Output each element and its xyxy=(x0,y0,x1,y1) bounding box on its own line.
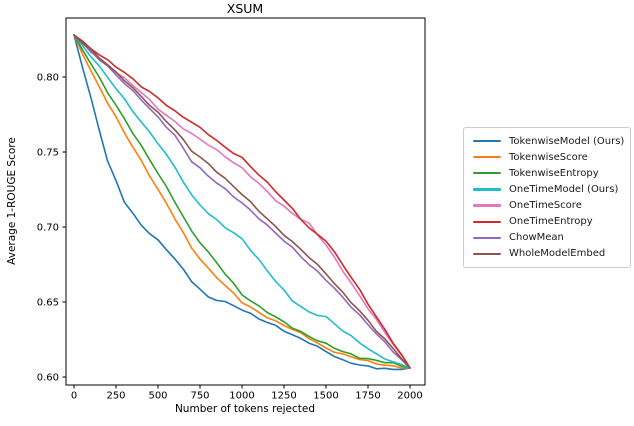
legend-item-label: TokenwiseEntropy xyxy=(509,167,599,179)
x-axis-label: Number of tokens rejected xyxy=(175,403,315,415)
legend-box: TokenwiseModel (Ours) TokenwiseScore Token… xyxy=(463,127,631,268)
legend-line-swatch-icon xyxy=(473,139,501,143)
x-tick-label: 0 xyxy=(71,391,77,402)
y-tick-label: 0.70 xyxy=(37,223,59,234)
data-series-lines xyxy=(73,34,411,371)
x-tick-label: 1000 xyxy=(229,391,254,402)
x-tick-label: 250 xyxy=(106,391,125,402)
series-line-onetimeentropy xyxy=(73,34,411,369)
series-line-tokenwiseentropy xyxy=(73,34,411,369)
legend-item: WholeModelEmbed xyxy=(473,246,626,261)
legend-item-label: OneTimeScore xyxy=(509,200,582,212)
y-axis-label: Average 1-ROUGE Score xyxy=(6,137,18,265)
x-tick-label: 1250 xyxy=(271,391,296,402)
y-tick-label: 0.65 xyxy=(37,298,59,309)
legend-item: ChowMean xyxy=(473,230,626,245)
x-tick-label: 1500 xyxy=(313,391,338,402)
y-tick-label: 0.80 xyxy=(37,73,59,84)
x-tick-label: 750 xyxy=(190,391,209,402)
series-line-onetimescore xyxy=(73,34,411,369)
y-tick-label: 0.75 xyxy=(37,148,59,159)
series-line-wholemodelembed xyxy=(73,34,411,369)
legend-item-label: TokenwiseModel (Ours) xyxy=(509,135,625,147)
legend-item: TokenwiseEntropy xyxy=(473,166,626,181)
legend-item-label: OneTimeModel (Ours) xyxy=(509,183,619,195)
legend-item: OneTimeModel (Ours) xyxy=(473,182,626,197)
legend-line-swatch-icon xyxy=(473,220,501,223)
legend-line-swatch-icon xyxy=(473,188,501,191)
legend-item-label: TokenwiseScore xyxy=(509,151,588,163)
axis-ticks: 0 250 500 750 1000 1250 1500 1750 2000 0.60 0.65 0.… xyxy=(37,73,423,402)
legend-line-swatch-icon xyxy=(473,172,501,175)
series-line-tokenwisescore xyxy=(73,34,411,369)
legend-item-label: OneTimeEntropy xyxy=(509,216,593,228)
chart-title: XSUM xyxy=(227,1,263,16)
legend-item-label: WholeModelEmbed xyxy=(509,248,606,260)
series-line-onetimemodel-ours xyxy=(73,34,411,369)
legend-item: OneTimeEntropy xyxy=(473,214,626,229)
legend-item: TokenwiseScore xyxy=(473,150,626,165)
legend-line-swatch-icon xyxy=(473,204,501,207)
series-line-tokenwisemodel-ours xyxy=(73,34,411,371)
series-line-chowmean xyxy=(73,34,411,369)
legend-item-label: ChowMean xyxy=(509,232,564,244)
legend-line-swatch-icon xyxy=(473,156,501,159)
x-tick-label: 2000 xyxy=(397,391,422,402)
legend-line-swatch-icon xyxy=(473,252,501,256)
legend-line-swatch-icon xyxy=(473,236,501,239)
x-tick-label: 1750 xyxy=(355,391,380,402)
x-tick-label: 500 xyxy=(148,391,167,402)
legend-item: OneTimeScore xyxy=(473,198,626,213)
y-tick-label: 0.60 xyxy=(37,373,59,384)
legend-item: TokenwiseModel (Ours) xyxy=(473,134,626,149)
axes-frame xyxy=(65,17,426,386)
